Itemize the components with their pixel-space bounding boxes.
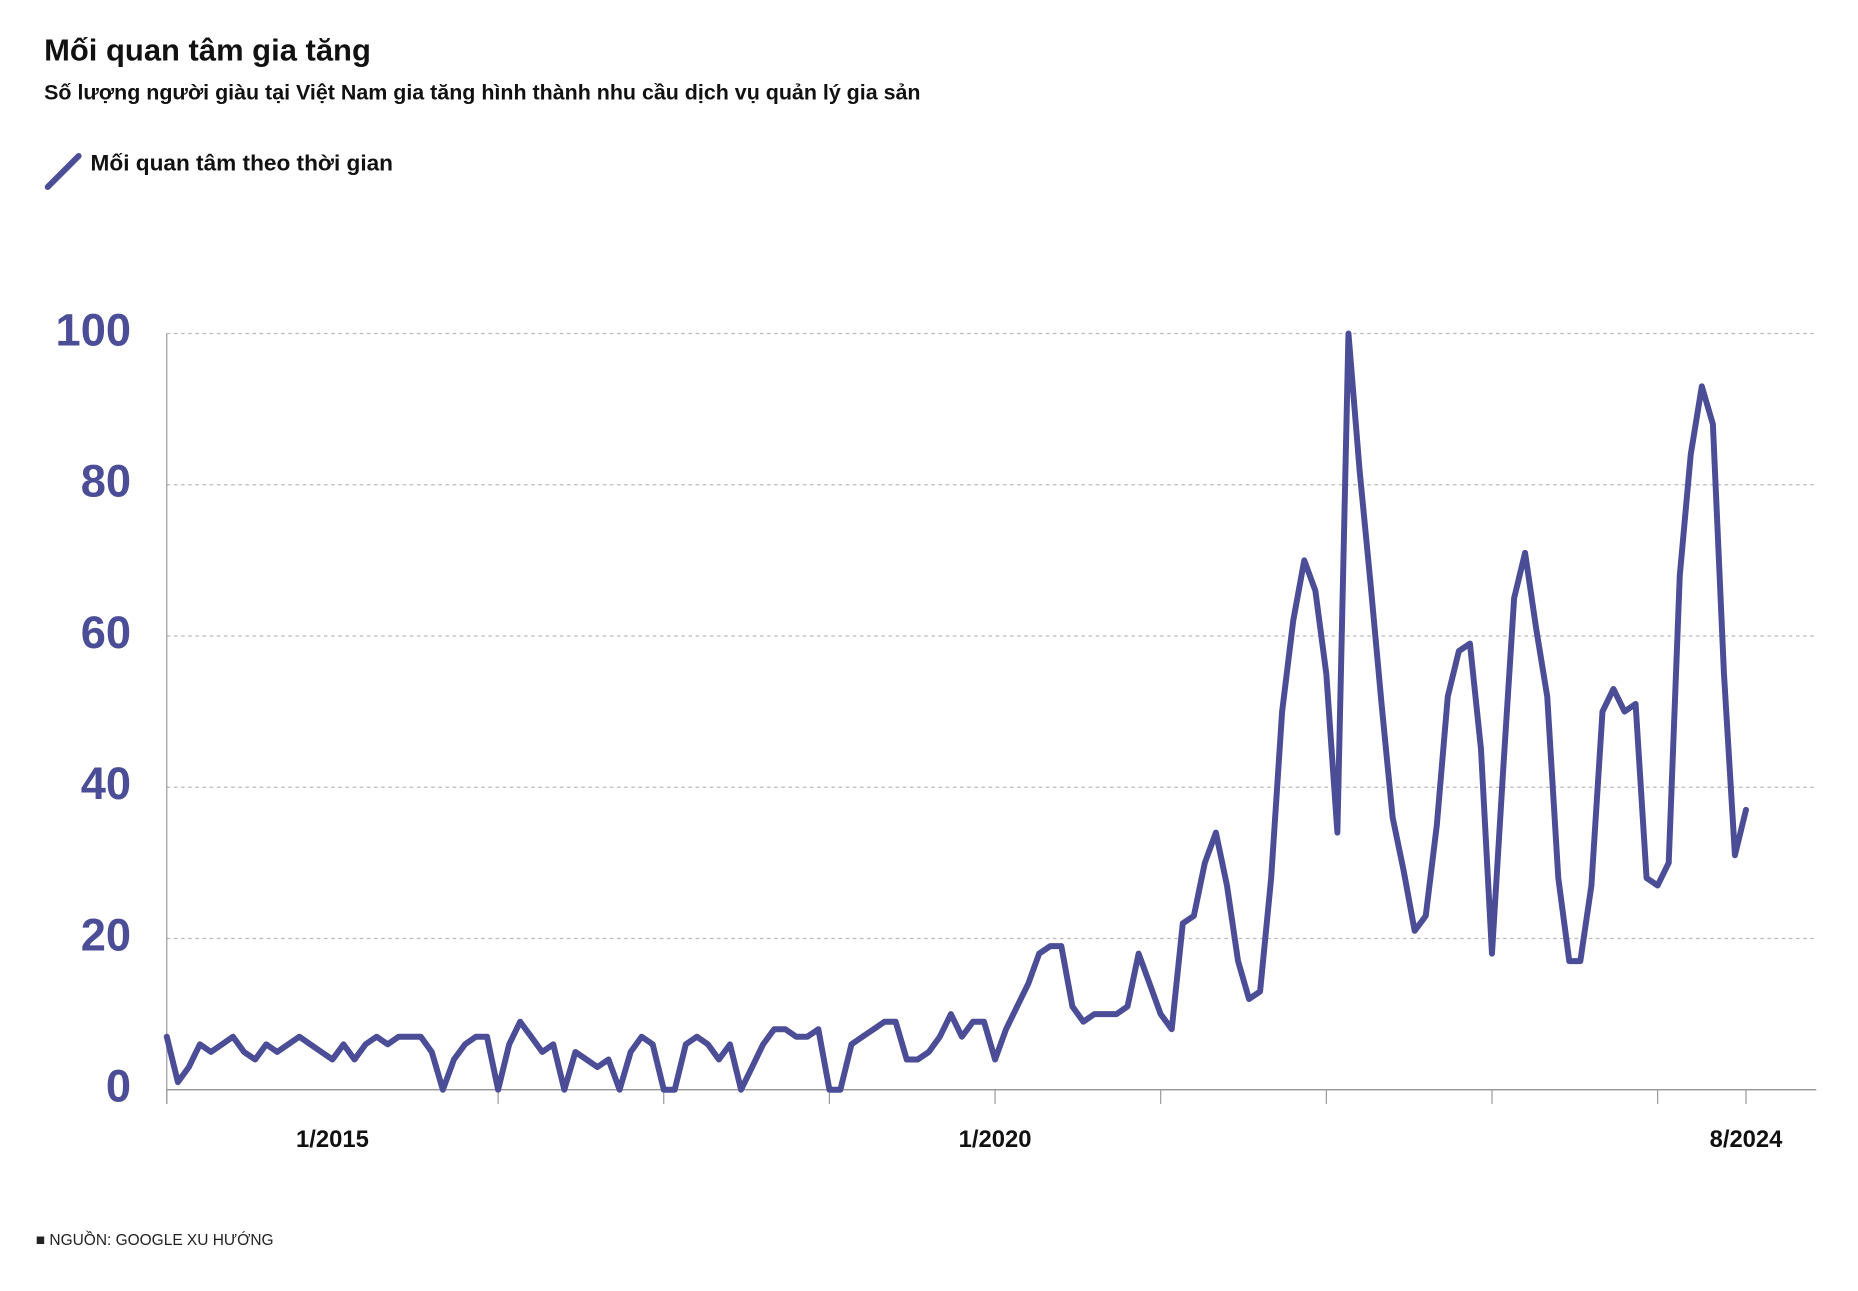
y-tick-label: 80 bbox=[81, 456, 131, 507]
y-tick-label: 20 bbox=[81, 909, 131, 960]
legend-label: Mối quan tâm theo thời gian bbox=[91, 150, 393, 175]
x-tick-label: 8/2024 bbox=[1710, 1126, 1784, 1153]
chart-subtitle: Số lượng người giàu tại Việt Nam gia tăn… bbox=[44, 81, 920, 105]
x-tick-label: 1/2015 bbox=[296, 1126, 369, 1153]
y-tick-label: 40 bbox=[81, 758, 131, 809]
chart-title: Mối quan tâm gia tăng bbox=[44, 33, 371, 68]
source: ■ NGUỒN: GOOGLE XU HƯỚNG bbox=[36, 1231, 274, 1249]
y-tick-label: 100 bbox=[56, 304, 131, 355]
x-tick-label: 1/2020 bbox=[959, 1126, 1032, 1153]
y-tick-label: 60 bbox=[81, 607, 131, 658]
data-line bbox=[163, 330, 1749, 1093]
y-tick-label: 0 bbox=[106, 1061, 131, 1112]
legend-swatch bbox=[44, 153, 82, 190]
